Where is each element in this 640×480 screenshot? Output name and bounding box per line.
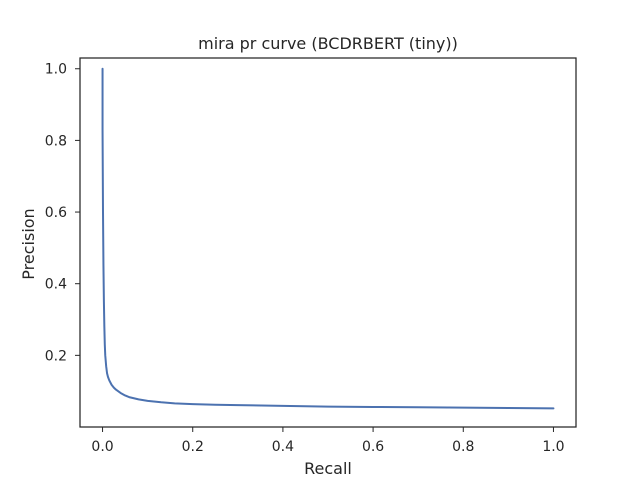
x-axis-label: Recall <box>304 459 352 478</box>
y-tick-label: 0.2 <box>45 348 67 364</box>
precision-recall-line <box>101 67 555 410</box>
x-tick-label: 0.0 <box>91 439 113 455</box>
x-tick-label: 0.2 <box>182 439 204 455</box>
x-axis: 0.0 0.2 0.4 0.6 0.8 1.0 <box>91 427 565 455</box>
x-tick-label: 1.0 <box>542 439 564 455</box>
y-tick-label: 0.6 <box>45 205 67 221</box>
chart-title: mira pr curve (BCDRBERT (tiny)) <box>198 34 458 53</box>
x-tick-label: 0.4 <box>272 439 294 455</box>
x-tick-label: 0.6 <box>362 439 384 455</box>
y-axis: 0.2 0.4 0.6 0.8 1.0 <box>45 62 80 364</box>
y-axis-label: Precision <box>19 208 38 279</box>
y-tick-label: 0.4 <box>45 277 67 293</box>
y-tick-label: 1.0 <box>45 62 67 78</box>
y-tick-label: 0.8 <box>45 133 67 149</box>
plot-area-frame <box>79 57 577 428</box>
x-tick-label: 0.8 <box>452 439 474 455</box>
